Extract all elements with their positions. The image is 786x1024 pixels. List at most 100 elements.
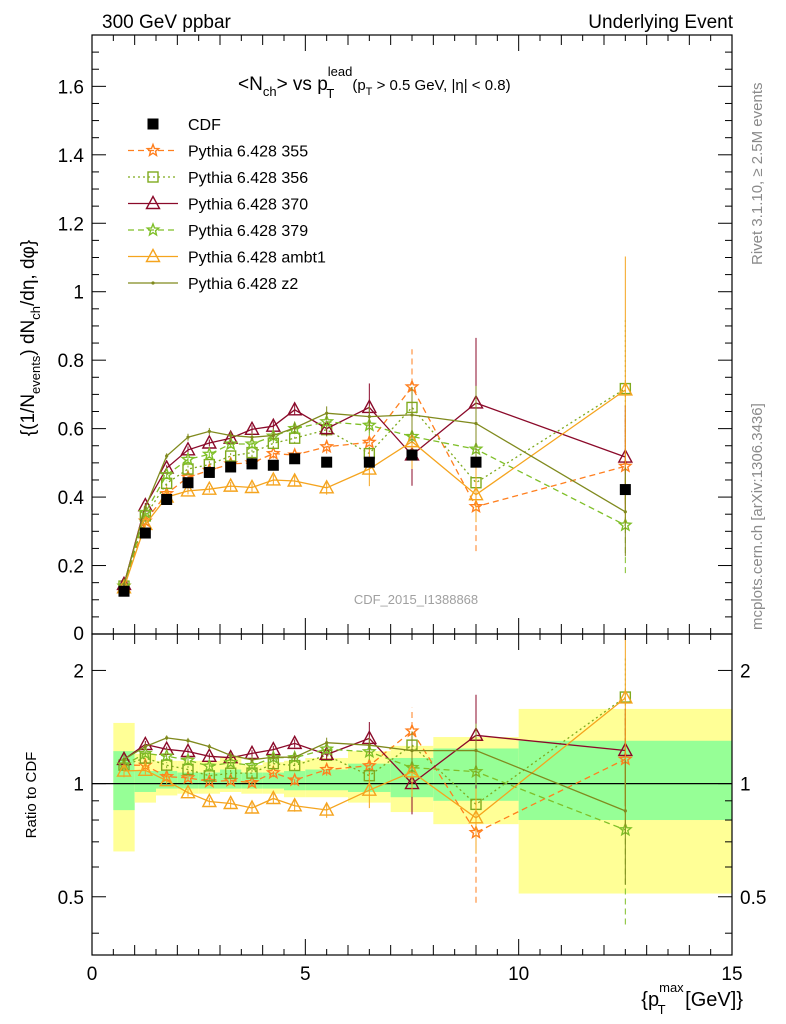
data-point — [244, 436, 260, 451]
cdf-data-point — [470, 456, 482, 468]
data-point — [186, 435, 190, 439]
y-tick-label-zero: 0 — [73, 624, 84, 645]
cdf-data-point — [225, 461, 237, 473]
legend-marker — [145, 195, 161, 210]
ratio-y-tick-label: 1 — [73, 775, 84, 796]
data-point — [229, 433, 233, 438]
data-point — [137, 504, 153, 519]
ratio-data-point — [244, 774, 260, 790]
main-series-layer — [116, 256, 634, 597]
ratio-data-point — [158, 772, 175, 787]
ratio-data-point — [319, 741, 335, 756]
ratio-y-tick-label: 0.5 — [58, 888, 84, 909]
rivet-label: Rivet 3.1.10, ≥ 2.5M events — [749, 83, 766, 266]
ratio-data-point — [203, 770, 216, 782]
ratio-data-point — [319, 761, 335, 776]
legend-label: Pythia 6.428 ambt1 — [188, 250, 326, 267]
ratio-data-point — [286, 797, 303, 812]
legend-label: Pythia 6.428 355 — [188, 144, 308, 161]
legend-label: CDF — [188, 117, 221, 134]
ratio-y-tick-label: 2 — [73, 661, 84, 682]
ratio-y-axis-label: Ratio to CDF — [23, 752, 40, 839]
data-point — [318, 479, 335, 494]
data-point — [207, 429, 211, 433]
ratio-data-point — [165, 736, 169, 740]
y-tick-label: 0.4 — [58, 488, 85, 509]
ratio-data-point — [182, 763, 194, 776]
data-point — [474, 421, 478, 426]
legend-marker — [145, 222, 161, 237]
ratio-data-point — [623, 809, 627, 813]
header-right: Underlying Event — [588, 12, 733, 33]
cdf-data-point — [161, 493, 173, 505]
y-tick-label: 1.4 — [58, 146, 85, 167]
header-left: 300 GeV ppbar — [102, 12, 232, 33]
ratio-data-point — [404, 763, 420, 778]
data-point — [159, 466, 175, 482]
ratio-data-point — [180, 743, 196, 758]
ratio-data-point — [617, 689, 634, 704]
ratio-data-point — [224, 767, 237, 779]
data-point — [319, 438, 335, 454]
ratio-data-point — [229, 753, 233, 758]
data-point — [201, 446, 217, 461]
ratio-data-point — [180, 752, 196, 767]
ratio-data-point — [265, 790, 282, 805]
legend-marker — [151, 281, 155, 285]
ratio-data-point — [287, 772, 303, 787]
ratio-data-point — [186, 739, 190, 743]
cdf-data-point — [619, 484, 631, 496]
ratio-panel — [116, 634, 634, 925]
ratio-data-point — [361, 781, 378, 796]
series-line — [123, 402, 626, 585]
legend-label: Pythia 6.428 z2 — [188, 276, 298, 293]
legend-marker — [147, 118, 159, 130]
ratio-data-point — [244, 757, 260, 772]
series-p356 — [118, 320, 632, 592]
legend: CDF Pythia 6.428 355 Pythia 6.428 356 Pythi… — [128, 117, 326, 293]
data-point — [244, 479, 260, 494]
data-point — [361, 417, 377, 432]
ratio-data-point — [325, 741, 329, 745]
ratio-data-point — [367, 743, 371, 747]
x-axis-label: {pmax T [GeV]} — [641, 980, 743, 1017]
data-point — [286, 401, 303, 416]
data-point — [222, 477, 239, 492]
data-point — [286, 472, 303, 487]
data-point — [271, 433, 275, 438]
data-point — [468, 486, 484, 501]
cdf-data-point — [289, 453, 301, 465]
series-line — [123, 389, 626, 589]
ratio-data-point — [410, 749, 414, 753]
legend-label: Pythia 6.428 370 — [188, 197, 308, 214]
ratio-y-tick-label-right: 2 — [740, 661, 751, 682]
ratio-data-point — [318, 801, 335, 816]
ratio-data-point — [160, 759, 173, 771]
ratio-data-point — [122, 757, 126, 761]
data-point — [224, 450, 237, 462]
data-point — [410, 413, 414, 417]
cdf-data-point — [118, 585, 130, 597]
ratio-data-point — [286, 734, 303, 750]
ratio-data-point — [137, 745, 153, 760]
y-tick-label: 1 — [73, 283, 84, 304]
mcplots-label: mcplots.cern.ch [arXiv:1306.3436] — [749, 403, 766, 630]
cdf-data-point — [203, 466, 215, 478]
ratio-data-point — [116, 762, 132, 777]
ratio-data-point — [143, 745, 147, 749]
data-point — [404, 433, 420, 448]
x-tick-label: 0 — [87, 964, 98, 985]
ratio-data-point — [265, 764, 281, 780]
data-point — [319, 413, 335, 429]
y-tick-label: 1.2 — [58, 214, 84, 235]
y-tick-label: 0.8 — [58, 351, 84, 372]
series-z2 — [122, 385, 627, 587]
ratio-series-z2 — [122, 723, 627, 885]
data-point — [165, 454, 169, 458]
data-point — [143, 505, 147, 509]
ratio-data-point — [468, 809, 484, 824]
cdf-data-point — [182, 477, 194, 489]
y-tick-label: 0.2 — [58, 557, 84, 578]
x-tick-label: 10 — [508, 964, 529, 985]
